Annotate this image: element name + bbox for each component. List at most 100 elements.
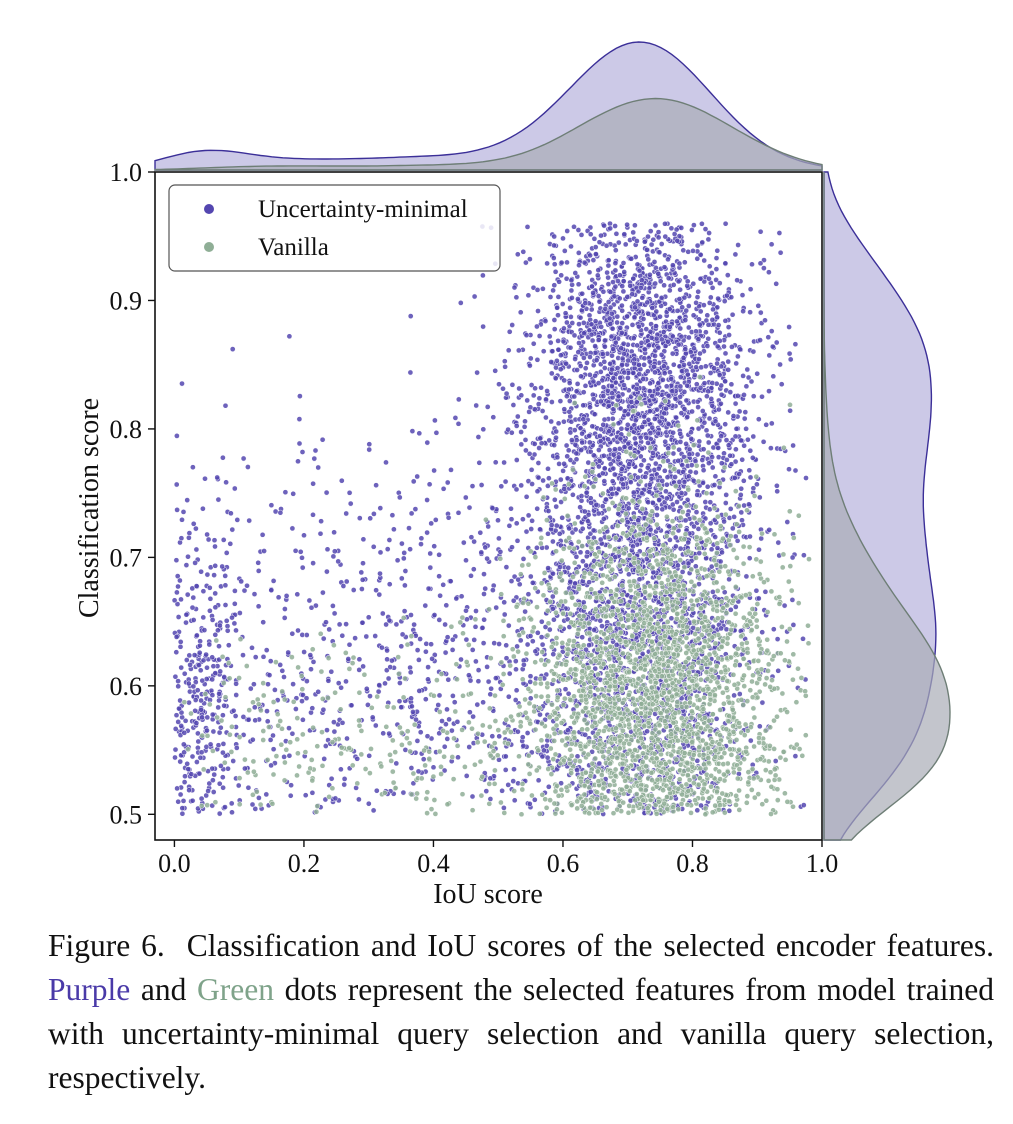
data-point xyxy=(296,440,303,447)
data-point xyxy=(272,508,279,515)
data-point xyxy=(556,278,562,285)
data-point xyxy=(697,384,704,391)
data-point xyxy=(711,365,718,372)
data-point xyxy=(458,593,465,600)
data-point xyxy=(386,730,392,737)
data-point xyxy=(512,697,519,703)
data-point xyxy=(450,693,456,699)
data-point xyxy=(735,353,741,360)
data-point xyxy=(511,766,517,773)
data-point xyxy=(655,430,662,437)
data-point xyxy=(500,385,506,392)
data-point xyxy=(564,319,570,326)
data-point xyxy=(370,543,377,550)
data-point xyxy=(697,275,704,282)
data-point xyxy=(286,752,293,759)
data-point xyxy=(240,455,247,462)
data-point xyxy=(295,458,301,465)
data-point xyxy=(398,643,405,650)
data-point xyxy=(267,658,274,664)
data-point xyxy=(665,338,671,345)
data-point xyxy=(572,526,579,533)
data-point xyxy=(690,312,697,319)
data-point xyxy=(676,479,683,485)
data-point xyxy=(216,643,222,650)
data-point xyxy=(407,369,414,376)
data-point xyxy=(714,247,721,254)
data-point xyxy=(473,402,480,409)
data-point xyxy=(369,714,376,721)
data-point xyxy=(596,760,603,767)
data-point xyxy=(640,316,647,322)
data-point xyxy=(725,366,732,373)
data-point xyxy=(715,454,722,460)
data-point xyxy=(775,667,782,674)
data-point xyxy=(681,294,688,301)
data-point xyxy=(323,619,329,626)
data-point xyxy=(205,788,211,794)
data-point xyxy=(663,383,670,390)
data-point xyxy=(786,324,792,330)
data-point xyxy=(639,424,645,430)
data-point xyxy=(195,744,201,751)
data-point xyxy=(575,296,581,302)
data-point xyxy=(787,407,793,414)
data-point xyxy=(414,647,421,653)
data-point xyxy=(708,490,715,497)
data-point xyxy=(619,355,626,362)
data-point xyxy=(249,801,256,808)
data-point xyxy=(449,647,456,653)
data-point xyxy=(431,543,438,550)
data-point xyxy=(426,481,433,488)
data-point xyxy=(601,515,607,522)
data-point xyxy=(593,251,599,257)
data-point xyxy=(210,777,216,784)
data-point xyxy=(636,323,642,330)
data-point xyxy=(558,272,565,279)
data-point xyxy=(648,241,655,248)
data-point xyxy=(699,408,706,414)
data-point xyxy=(561,377,568,384)
data-point xyxy=(577,549,584,556)
data-point xyxy=(173,712,180,719)
data-point xyxy=(680,469,686,475)
data-point xyxy=(605,274,611,281)
data-point xyxy=(331,610,338,617)
data-point xyxy=(266,672,273,678)
data-point xyxy=(695,425,702,432)
data-point xyxy=(650,569,657,576)
data-point xyxy=(524,224,531,230)
data-point xyxy=(389,657,395,664)
data-point xyxy=(583,562,590,569)
data-point xyxy=(647,430,654,436)
data-point xyxy=(264,718,271,725)
data-point xyxy=(448,467,454,473)
data-point xyxy=(571,427,578,433)
data-point xyxy=(219,774,226,781)
data-point xyxy=(566,408,573,415)
data-point xyxy=(487,691,494,698)
data-point xyxy=(573,456,580,463)
data-point xyxy=(666,523,673,530)
data-point xyxy=(661,467,668,474)
data-point xyxy=(557,564,563,570)
data-point xyxy=(514,537,521,544)
data-point xyxy=(713,255,720,261)
data-point xyxy=(584,549,591,556)
data-point xyxy=(651,363,657,370)
data-point xyxy=(407,664,413,671)
data-point xyxy=(526,801,533,807)
data-point xyxy=(513,457,520,463)
data-point xyxy=(524,641,531,648)
data-point xyxy=(714,360,720,367)
data-point xyxy=(315,464,322,471)
data-point xyxy=(675,457,682,464)
data-point xyxy=(579,634,586,641)
data-point xyxy=(693,509,700,515)
data-point xyxy=(607,321,614,327)
data-point xyxy=(515,347,522,354)
data-point xyxy=(527,362,533,369)
data-point xyxy=(702,363,709,370)
data-point xyxy=(753,587,760,594)
data-point xyxy=(466,504,473,511)
